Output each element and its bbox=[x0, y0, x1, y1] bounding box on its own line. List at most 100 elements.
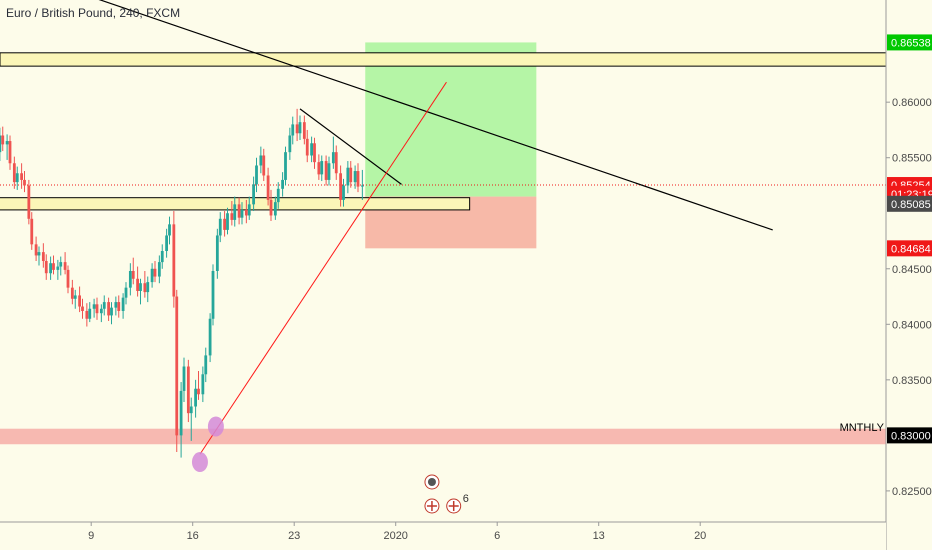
candle-body bbox=[346, 167, 350, 186]
candle bbox=[320, 155, 324, 182]
candle bbox=[0, 127, 2, 162]
candle bbox=[150, 263, 154, 288]
candle bbox=[349, 161, 353, 188]
candle-body bbox=[313, 143, 316, 163]
upper-resistance-band bbox=[0, 52, 887, 67]
candle bbox=[117, 295, 121, 318]
candle bbox=[244, 199, 248, 224]
candle bbox=[327, 156, 331, 186]
ascending-trendline bbox=[199, 81, 447, 455]
candle bbox=[85, 303, 89, 327]
price-axis: 0.86000 0.85500 0.84500 0.84000 0.83500 0.825… bbox=[885, 0, 932, 550]
candle-body bbox=[353, 171, 357, 183]
candle-body bbox=[15, 173, 19, 183]
candle bbox=[313, 137, 316, 169]
price-tag-box bbox=[887, 427, 932, 444]
candle-body bbox=[182, 366, 186, 391]
candle bbox=[34, 236, 38, 261]
short-descending-trendline bbox=[299, 108, 402, 185]
candle-body bbox=[273, 202, 277, 216]
candle bbox=[23, 171, 26, 193]
candle-body bbox=[266, 175, 270, 200]
price-tag-box bbox=[887, 34, 932, 51]
candle-body bbox=[56, 266, 60, 270]
candle bbox=[240, 202, 244, 225]
candle bbox=[41, 243, 45, 268]
candle bbox=[269, 189, 273, 222]
candle bbox=[237, 197, 241, 225]
price-axis-background bbox=[886, 0, 932, 550]
candle-body bbox=[150, 268, 154, 283]
candle-body bbox=[139, 283, 142, 291]
chart-title: Euro / British Pound, 240, FXCM bbox=[6, 6, 181, 20]
candle bbox=[110, 302, 113, 325]
candle-body bbox=[0, 135, 2, 153]
candle bbox=[44, 254, 48, 280]
price-tag-label: 0.86538 bbox=[891, 37, 931, 49]
candle bbox=[342, 178, 345, 207]
price-tick-label: 0.85500 bbox=[892, 153, 932, 165]
candle bbox=[139, 278, 142, 305]
candle bbox=[302, 115, 306, 145]
candle bbox=[291, 116, 295, 145]
candle-body bbox=[276, 188, 280, 203]
candle-body bbox=[23, 179, 26, 186]
candle bbox=[20, 163, 23, 189]
candle-body bbox=[131, 270, 135, 279]
price-tag-label: 0.83000 bbox=[891, 430, 931, 442]
candle-body bbox=[110, 307, 113, 316]
candle bbox=[339, 165, 342, 207]
candle bbox=[52, 255, 55, 275]
candle bbox=[353, 165, 357, 189]
candle bbox=[233, 196, 237, 227]
candle-body bbox=[136, 278, 139, 291]
candle bbox=[160, 244, 164, 269]
time-tick-label: 16 bbox=[187, 530, 199, 542]
candle-body bbox=[63, 262, 67, 270]
candle bbox=[317, 154, 321, 180]
candle bbox=[186, 359, 190, 423]
event-badge-top-dot bbox=[427, 478, 436, 486]
monthly-label: MNTHLY bbox=[840, 422, 885, 434]
candle-body bbox=[153, 268, 157, 277]
candle bbox=[305, 129, 309, 163]
time-tick-label: 9 bbox=[88, 530, 94, 542]
candle-body bbox=[255, 165, 258, 185]
candle bbox=[284, 146, 287, 186]
candle bbox=[201, 366, 205, 403]
candle-body bbox=[99, 308, 103, 314]
candle bbox=[298, 115, 302, 140]
candle bbox=[179, 382, 183, 458]
candle-body bbox=[179, 390, 183, 436]
candle bbox=[331, 136, 335, 169]
candle bbox=[266, 167, 270, 206]
candle-body bbox=[189, 406, 193, 414]
candle bbox=[168, 216, 171, 245]
candle bbox=[99, 304, 103, 323]
candle bbox=[194, 379, 197, 418]
candle-body bbox=[211, 270, 215, 319]
candle-body bbox=[88, 308, 92, 319]
candle-body bbox=[165, 235, 168, 252]
candle bbox=[211, 264, 215, 326]
candle-body bbox=[1, 135, 5, 145]
candle bbox=[30, 212, 34, 250]
candle-body bbox=[252, 184, 255, 205]
candle-body bbox=[34, 244, 38, 256]
event-badge: 6 bbox=[446, 493, 469, 514]
candle-body bbox=[73, 295, 77, 299]
candle-body bbox=[5, 141, 9, 145]
candle bbox=[197, 370, 200, 400]
candle-body bbox=[143, 283, 147, 293]
candle bbox=[8, 135, 12, 170]
candle-body bbox=[218, 218, 222, 236]
candle bbox=[356, 163, 360, 193]
candle bbox=[360, 169, 364, 200]
candle-body bbox=[269, 199, 273, 216]
price-tag-box bbox=[887, 240, 932, 257]
candle bbox=[295, 108, 299, 142]
candle-body bbox=[49, 263, 52, 274]
candle-body bbox=[233, 204, 237, 220]
candle-body bbox=[360, 185, 364, 187]
